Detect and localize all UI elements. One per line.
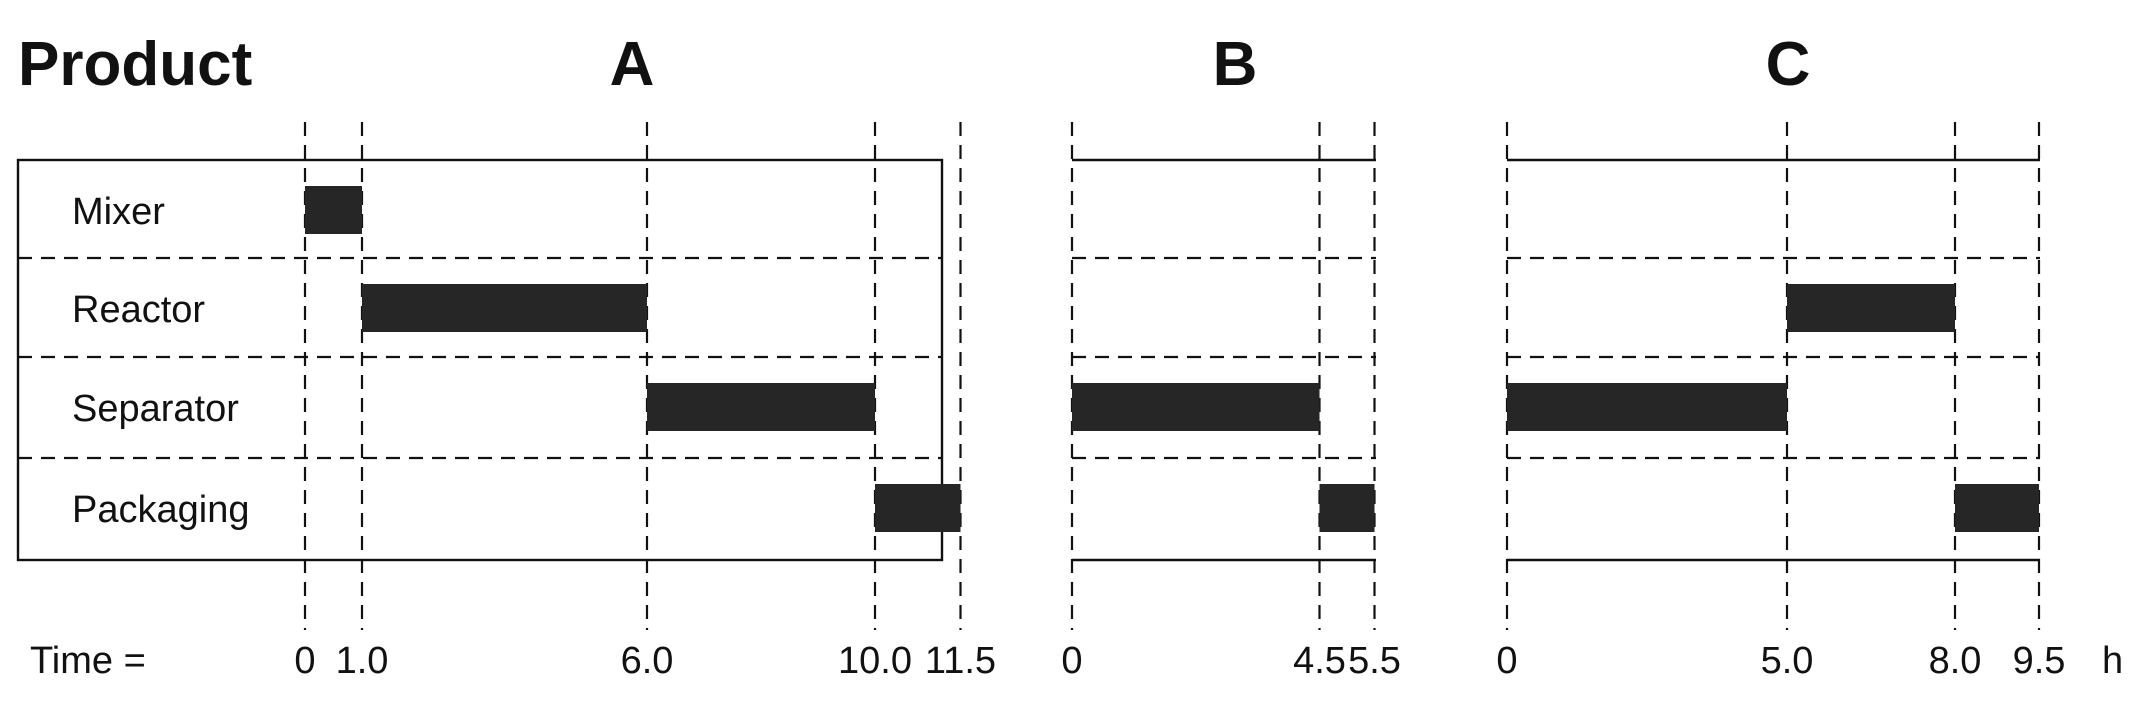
tick-label-a: 0 xyxy=(294,640,315,682)
row-label-reactor: Reactor xyxy=(72,289,205,331)
task-bar-c-separator xyxy=(1507,383,1787,431)
task-bar-a-separator xyxy=(647,383,875,431)
tick-label-b: 5.5 xyxy=(1348,640,1401,682)
product-panel-c: C 0 5.0 8.0 9.5 xyxy=(1496,30,2065,682)
tick-label-c: 8.0 xyxy=(1929,640,1982,682)
product-panel-a: A 0 1.0 6.0 10.0 11.5 Mixer Reactor Separator Pac… xyxy=(16,30,996,682)
tick-label-a: 11.5 xyxy=(925,640,996,682)
task-bar-b-packaging xyxy=(1319,484,1375,532)
task-bar-b-separator xyxy=(1072,383,1320,431)
row-label-packaging: Packaging xyxy=(72,489,249,531)
task-bar-a-reactor xyxy=(362,284,647,332)
row-label-mixer: Mixer xyxy=(72,191,165,233)
task-bar-a-mixer xyxy=(305,186,362,234)
frame-a xyxy=(16,158,944,562)
task-bar-c-reactor xyxy=(1787,284,1955,332)
product-panels: A 0 1.0 6.0 10.0 11.5 Mixer Reactor Separator Pac… xyxy=(16,30,2065,682)
unit-label: h xyxy=(2102,640,2123,682)
tick-label-a: 6.0 xyxy=(621,640,674,682)
tick-label-c: 0 xyxy=(1496,640,1517,682)
tick-label-c: 9.5 xyxy=(2013,640,2066,682)
chart-title: Product xyxy=(18,30,252,99)
task-bar-a-packaging xyxy=(875,484,961,532)
tick-label-b: 4.5 xyxy=(1293,640,1346,682)
row-label-separator: Separator xyxy=(72,388,239,430)
task-bar-c-packaging xyxy=(1955,484,2039,532)
product-heading-c: C xyxy=(1766,30,1811,99)
tick-label-a: 1.0 xyxy=(336,640,389,682)
tick-label-c: 5.0 xyxy=(1761,640,1814,682)
time-label: Time = xyxy=(30,640,146,682)
product-panel-b: B 0 4.5 5.5 xyxy=(1061,30,1400,682)
product-heading-b: B xyxy=(1213,30,1258,99)
tick-label-b: 0 xyxy=(1061,640,1082,682)
tick-label-a: 10.0 xyxy=(838,640,912,682)
product-heading-a: A xyxy=(610,30,655,99)
